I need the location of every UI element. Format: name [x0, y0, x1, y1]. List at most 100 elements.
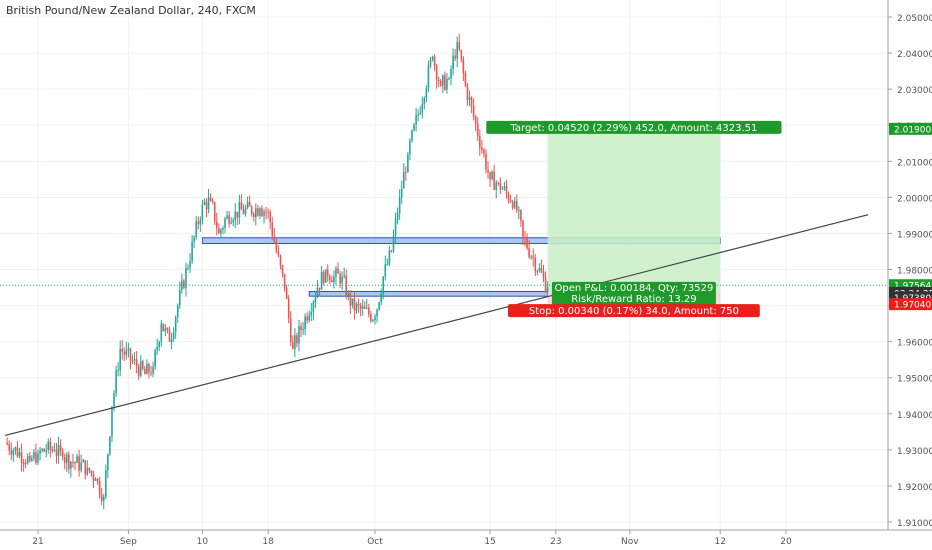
trendline-support[interactable]	[4, 214, 869, 437]
price-axis[interactable]: 1.91000 1.92000 1.93000 1.94000 1.95000 1.960…	[887, 0, 932, 530]
candle-body	[137, 366, 140, 376]
candle-body	[337, 268, 339, 274]
candle-body	[269, 211, 272, 223]
candle-body	[522, 220, 524, 238]
candle-body	[372, 320, 374, 322]
candle-body	[470, 97, 473, 106]
candle-body	[162, 323, 165, 332]
candle-body	[259, 208, 261, 216]
candle-body	[20, 452, 23, 463]
candle-body	[82, 460, 85, 463]
candle-body	[158, 341, 161, 347]
candle-body	[306, 316, 308, 321]
candle-body	[8, 444, 11, 451]
candle-body	[26, 456, 29, 464]
candle-body	[324, 269, 327, 283]
candle-body	[292, 342, 294, 349]
candle-body	[178, 290, 181, 306]
candle-body	[351, 298, 354, 306]
candle-body	[374, 316, 376, 321]
candle-body	[242, 209, 245, 215]
candle-body	[493, 171, 495, 190]
candle-body	[544, 276, 547, 292]
candle-body	[392, 235, 395, 252]
candle-body	[59, 445, 62, 451]
price-scale-label-bg	[889, 298, 932, 311]
candle-body	[102, 496, 105, 502]
candle-body	[72, 461, 74, 463]
candle-body	[232, 220, 235, 223]
candle-body	[222, 227, 224, 230]
chart-grid	[0, 0, 888, 530]
candle-body	[400, 188, 403, 198]
x-tick-label: 20	[780, 537, 792, 547]
y-tick-label: 1.99000	[897, 230, 932, 240]
candle-body	[201, 204, 204, 220]
candle-body	[481, 147, 483, 150]
candle-body	[39, 450, 41, 454]
candle-body	[252, 213, 255, 218]
candle-body	[187, 267, 189, 269]
candle-body	[421, 103, 424, 113]
candle-body	[261, 208, 263, 217]
candle-body	[16, 447, 19, 457]
stop-label-bg	[508, 304, 760, 318]
candle-body	[105, 470, 107, 497]
candle-body	[176, 305, 179, 318]
candle-body	[240, 202, 243, 210]
candle-body	[51, 449, 54, 451]
y-tick-label: 2.03000	[897, 86, 932, 96]
y-tick-label: 2.01000	[897, 158, 932, 168]
candle-body	[468, 97, 471, 100]
x-tick-label: 23	[550, 537, 561, 547]
candle-body	[361, 306, 364, 309]
candle-body	[466, 85, 469, 100]
candle-body	[318, 287, 321, 290]
candle-body	[458, 42, 461, 50]
candle-body	[185, 267, 187, 288]
candle-body	[460, 49, 463, 60]
candle-body	[98, 480, 101, 495]
candle-body	[205, 201, 208, 210]
candle-body	[41, 448, 43, 451]
position-tool[interactable]	[547, 128, 721, 305]
candle-body	[24, 463, 27, 465]
candle-body	[255, 208, 257, 218]
candle-body	[74, 462, 76, 464]
y-tick-label: 1.98000	[897, 267, 932, 277]
candle-body	[450, 69, 452, 79]
candle-body	[497, 182, 500, 184]
candle-body	[296, 335, 298, 344]
open-pnl-label: Open P&L: 0.00184, Qty: 73529	[554, 283, 713, 294]
sr-zone-2[interactable]	[308, 291, 549, 297]
target-label: Target: 0.04520 (2.29%) 452.0, Amount: 4…	[509, 123, 757, 134]
candle-body	[152, 366, 154, 374]
candle-body	[491, 171, 493, 180]
stop-label: Stop: 0.00340 (0.17%) 34.0, Amount: 750	[529, 306, 739, 317]
candle-body	[220, 229, 222, 234]
target-zone[interactable]	[547, 128, 721, 292]
candle-body	[224, 218, 226, 228]
candle-body	[310, 311, 313, 316]
sr-zone-1[interactable]	[201, 237, 721, 245]
candle-body	[343, 275, 345, 277]
candle-body	[439, 80, 442, 86]
candle-body	[277, 251, 280, 256]
candle-body	[275, 242, 278, 252]
y-tick-label: 1.93000	[897, 447, 932, 457]
candle-body	[146, 364, 148, 375]
candle-body	[540, 267, 543, 273]
candle-body	[308, 315, 311, 321]
candle-body	[376, 309, 378, 317]
trendline[interactable]	[0, 214, 888, 437]
candle-body	[86, 467, 89, 475]
candle-body	[341, 276, 343, 284]
candle-body	[518, 210, 520, 212]
candle-body	[409, 140, 411, 155]
candle-body	[107, 454, 109, 471]
candle-body	[65, 454, 68, 464]
candle-body	[230, 222, 232, 224]
candle-body	[454, 55, 456, 59]
candle-body	[394, 219, 397, 236]
